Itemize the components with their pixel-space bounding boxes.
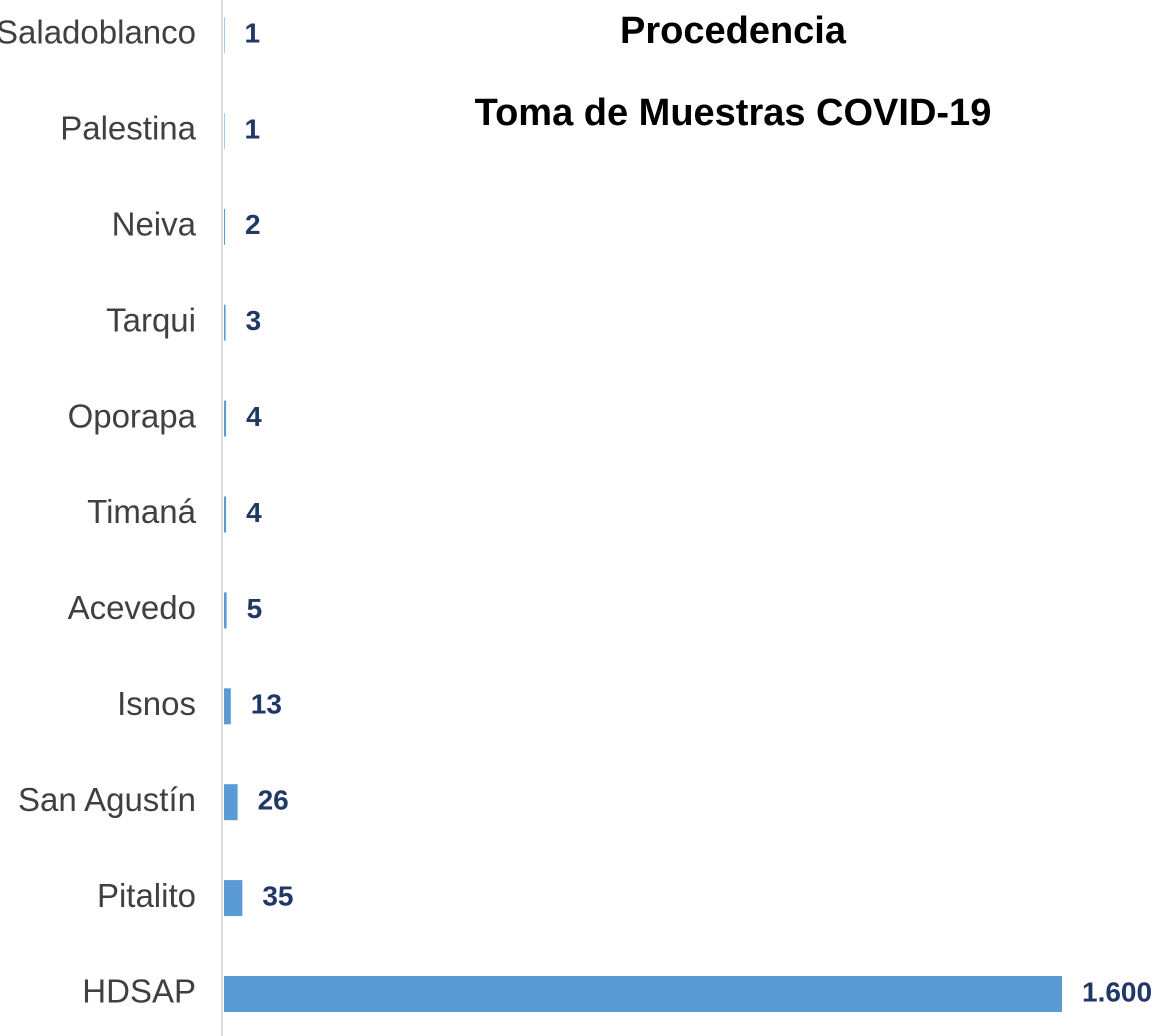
bar — [224, 112, 225, 149]
bar — [224, 592, 227, 629]
bar — [224, 880, 243, 917]
y-tick-label: Isnos — [117, 685, 196, 722]
data-label: 13 — [251, 689, 282, 720]
y-tick-label: Saladoblanco — [0, 14, 196, 51]
y-tick-label: Acevedo — [68, 589, 196, 626]
data-label: 26 — [258, 785, 289, 816]
y-tick-label: Oporapa — [68, 397, 197, 434]
data-label: 1 — [245, 113, 261, 144]
data-label: 2 — [245, 209, 261, 240]
data-label: 1 — [245, 17, 261, 48]
bar — [224, 688, 231, 725]
y-tick-label: San Agustín — [18, 781, 196, 818]
y-tick-label: Pitalito — [97, 877, 196, 914]
bar — [224, 496, 227, 533]
chart-subtitle: Toma de Muestras COVID-19 — [475, 92, 992, 134]
data-label: 1.600 — [1082, 976, 1152, 1007]
bar — [224, 400, 227, 437]
bar — [224, 976, 1062, 1012]
bar — [224, 17, 225, 53]
y-tick-label: Neiva — [112, 206, 197, 243]
data-label: 5 — [247, 593, 263, 624]
y-tick-label: HDSAP — [82, 973, 196, 1010]
y-tick-label: Palestina — [60, 110, 196, 147]
bar — [224, 208, 226, 245]
y-tick-label: Timaná — [87, 493, 196, 530]
chart-title: Procedencia — [620, 10, 847, 52]
data-label: 4 — [246, 497, 262, 528]
data-label: 35 — [262, 880, 293, 911]
bar — [224, 784, 238, 821]
data-label: 3 — [246, 305, 262, 336]
data-label: 4 — [246, 401, 262, 432]
bar — [224, 304, 226, 341]
y-tick-label: Tarqui — [106, 301, 196, 338]
